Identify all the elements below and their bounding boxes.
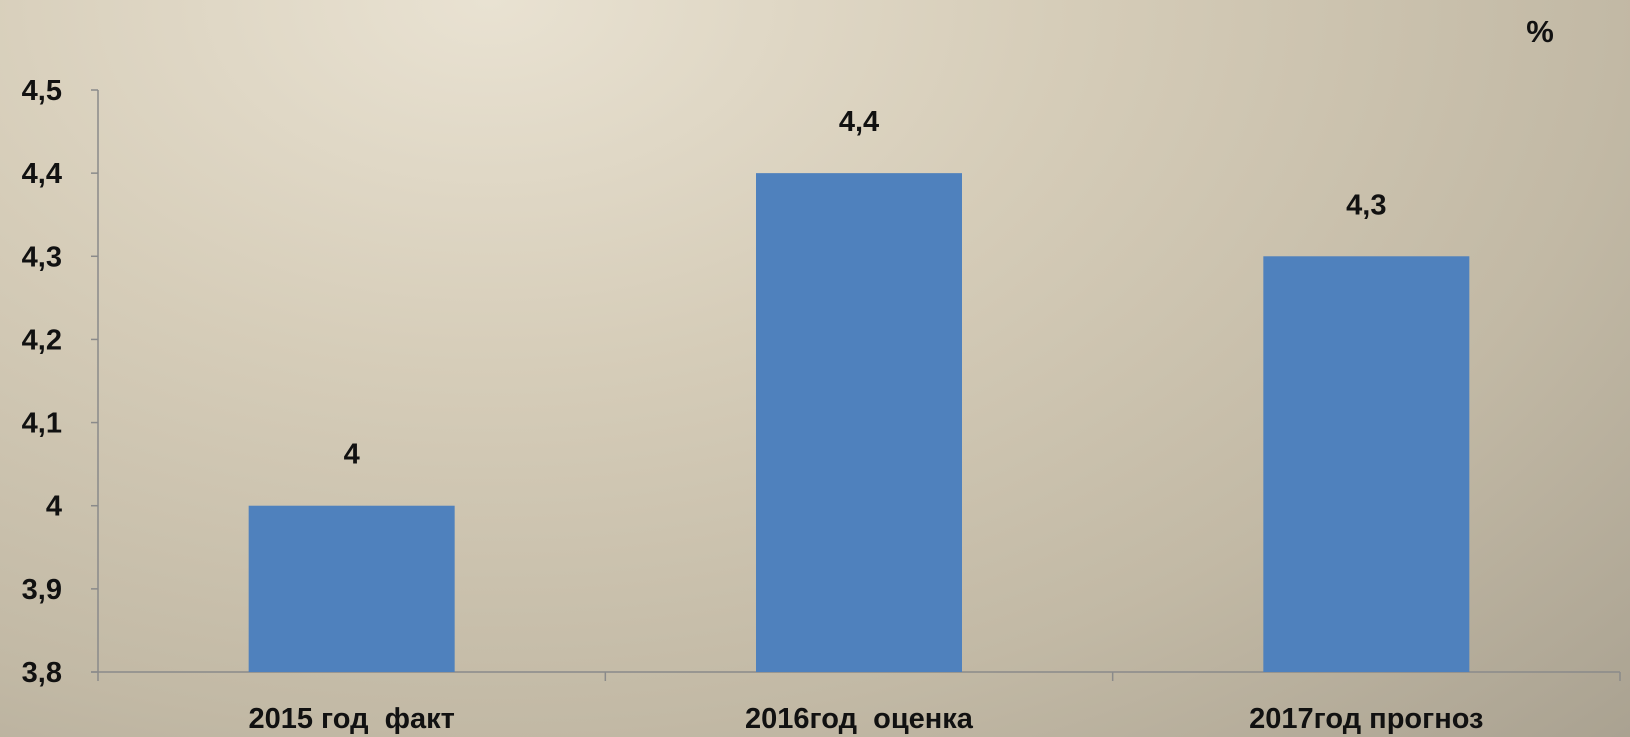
bar-series: [248, 173, 1470, 672]
y-tick-label: 4: [46, 491, 62, 523]
x-axis: 2015 год факт 2016год оценка 2017год прогн…: [91, 671, 1621, 735]
bar: [1263, 256, 1470, 672]
bar: [248, 505, 455, 672]
bar: [756, 173, 962, 672]
data-label: 4,4: [839, 106, 879, 138]
unit-label: %: [1526, 14, 1554, 49]
y-tick-label: 4,3: [22, 241, 62, 273]
data-label: 4: [344, 439, 360, 471]
y-tick-label: 4,2: [22, 324, 62, 356]
data-labels: 4 4,4 4,3: [344, 106, 1387, 471]
y-tick-label: 3,9: [22, 574, 62, 606]
y-axis: 3,8 3,9 4 4,1 4,2 4,3 4,4 4,5: [22, 75, 99, 689]
y-tick-label: 4,4: [22, 158, 62, 190]
data-label: 4,3: [1346, 189, 1386, 221]
x-tick-label: 2017год прогноз: [1249, 703, 1483, 735]
x-tick-label: 2015 год факт: [248, 703, 454, 735]
x-tick-label: 2016год оценка: [745, 703, 974, 735]
y-tick-label: 4,5: [22, 75, 62, 107]
y-tick-label: 4,1: [22, 408, 62, 440]
y-tick-label: 3,8: [22, 657, 62, 689]
